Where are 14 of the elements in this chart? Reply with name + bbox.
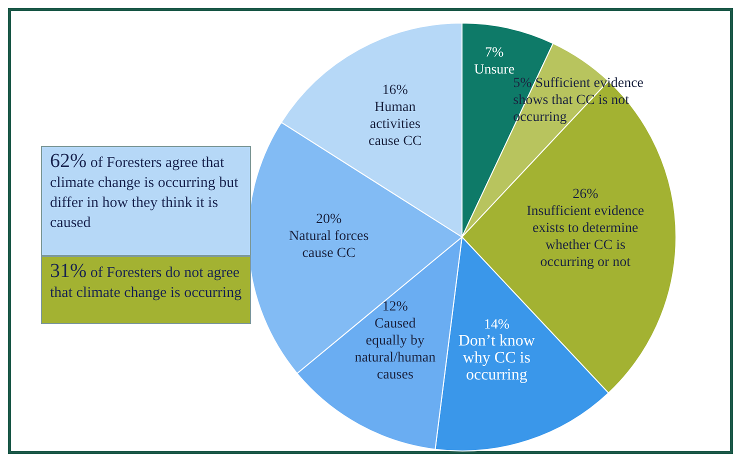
data-label: 14% [484,318,510,333]
text: 31% of Foresters do not agree that climate change is occurring [41,256,251,324]
data-label: 12% [382,300,408,315]
slice-label: Human activities cause CC [368,100,422,149]
data-label: 20% [316,212,342,228]
slice-label: Caused equally by natural/human causes [354,316,436,383]
slice-label: Unsure [474,62,515,78]
slice-label: Insufficient evidence exists to determine whether CC is occurring or not [526,204,644,270]
data-label: 16% [382,82,408,98]
text: 62% of Foresters agree that climate change is occurring but differ in how they think it is caused [41,146,251,256]
slice-label: Natural forces cause CC [289,229,369,262]
slice-label: Don’t know why CC is occurring [458,332,536,384]
data-label: 7% [485,45,504,60]
data-label: 26% [572,187,599,202]
